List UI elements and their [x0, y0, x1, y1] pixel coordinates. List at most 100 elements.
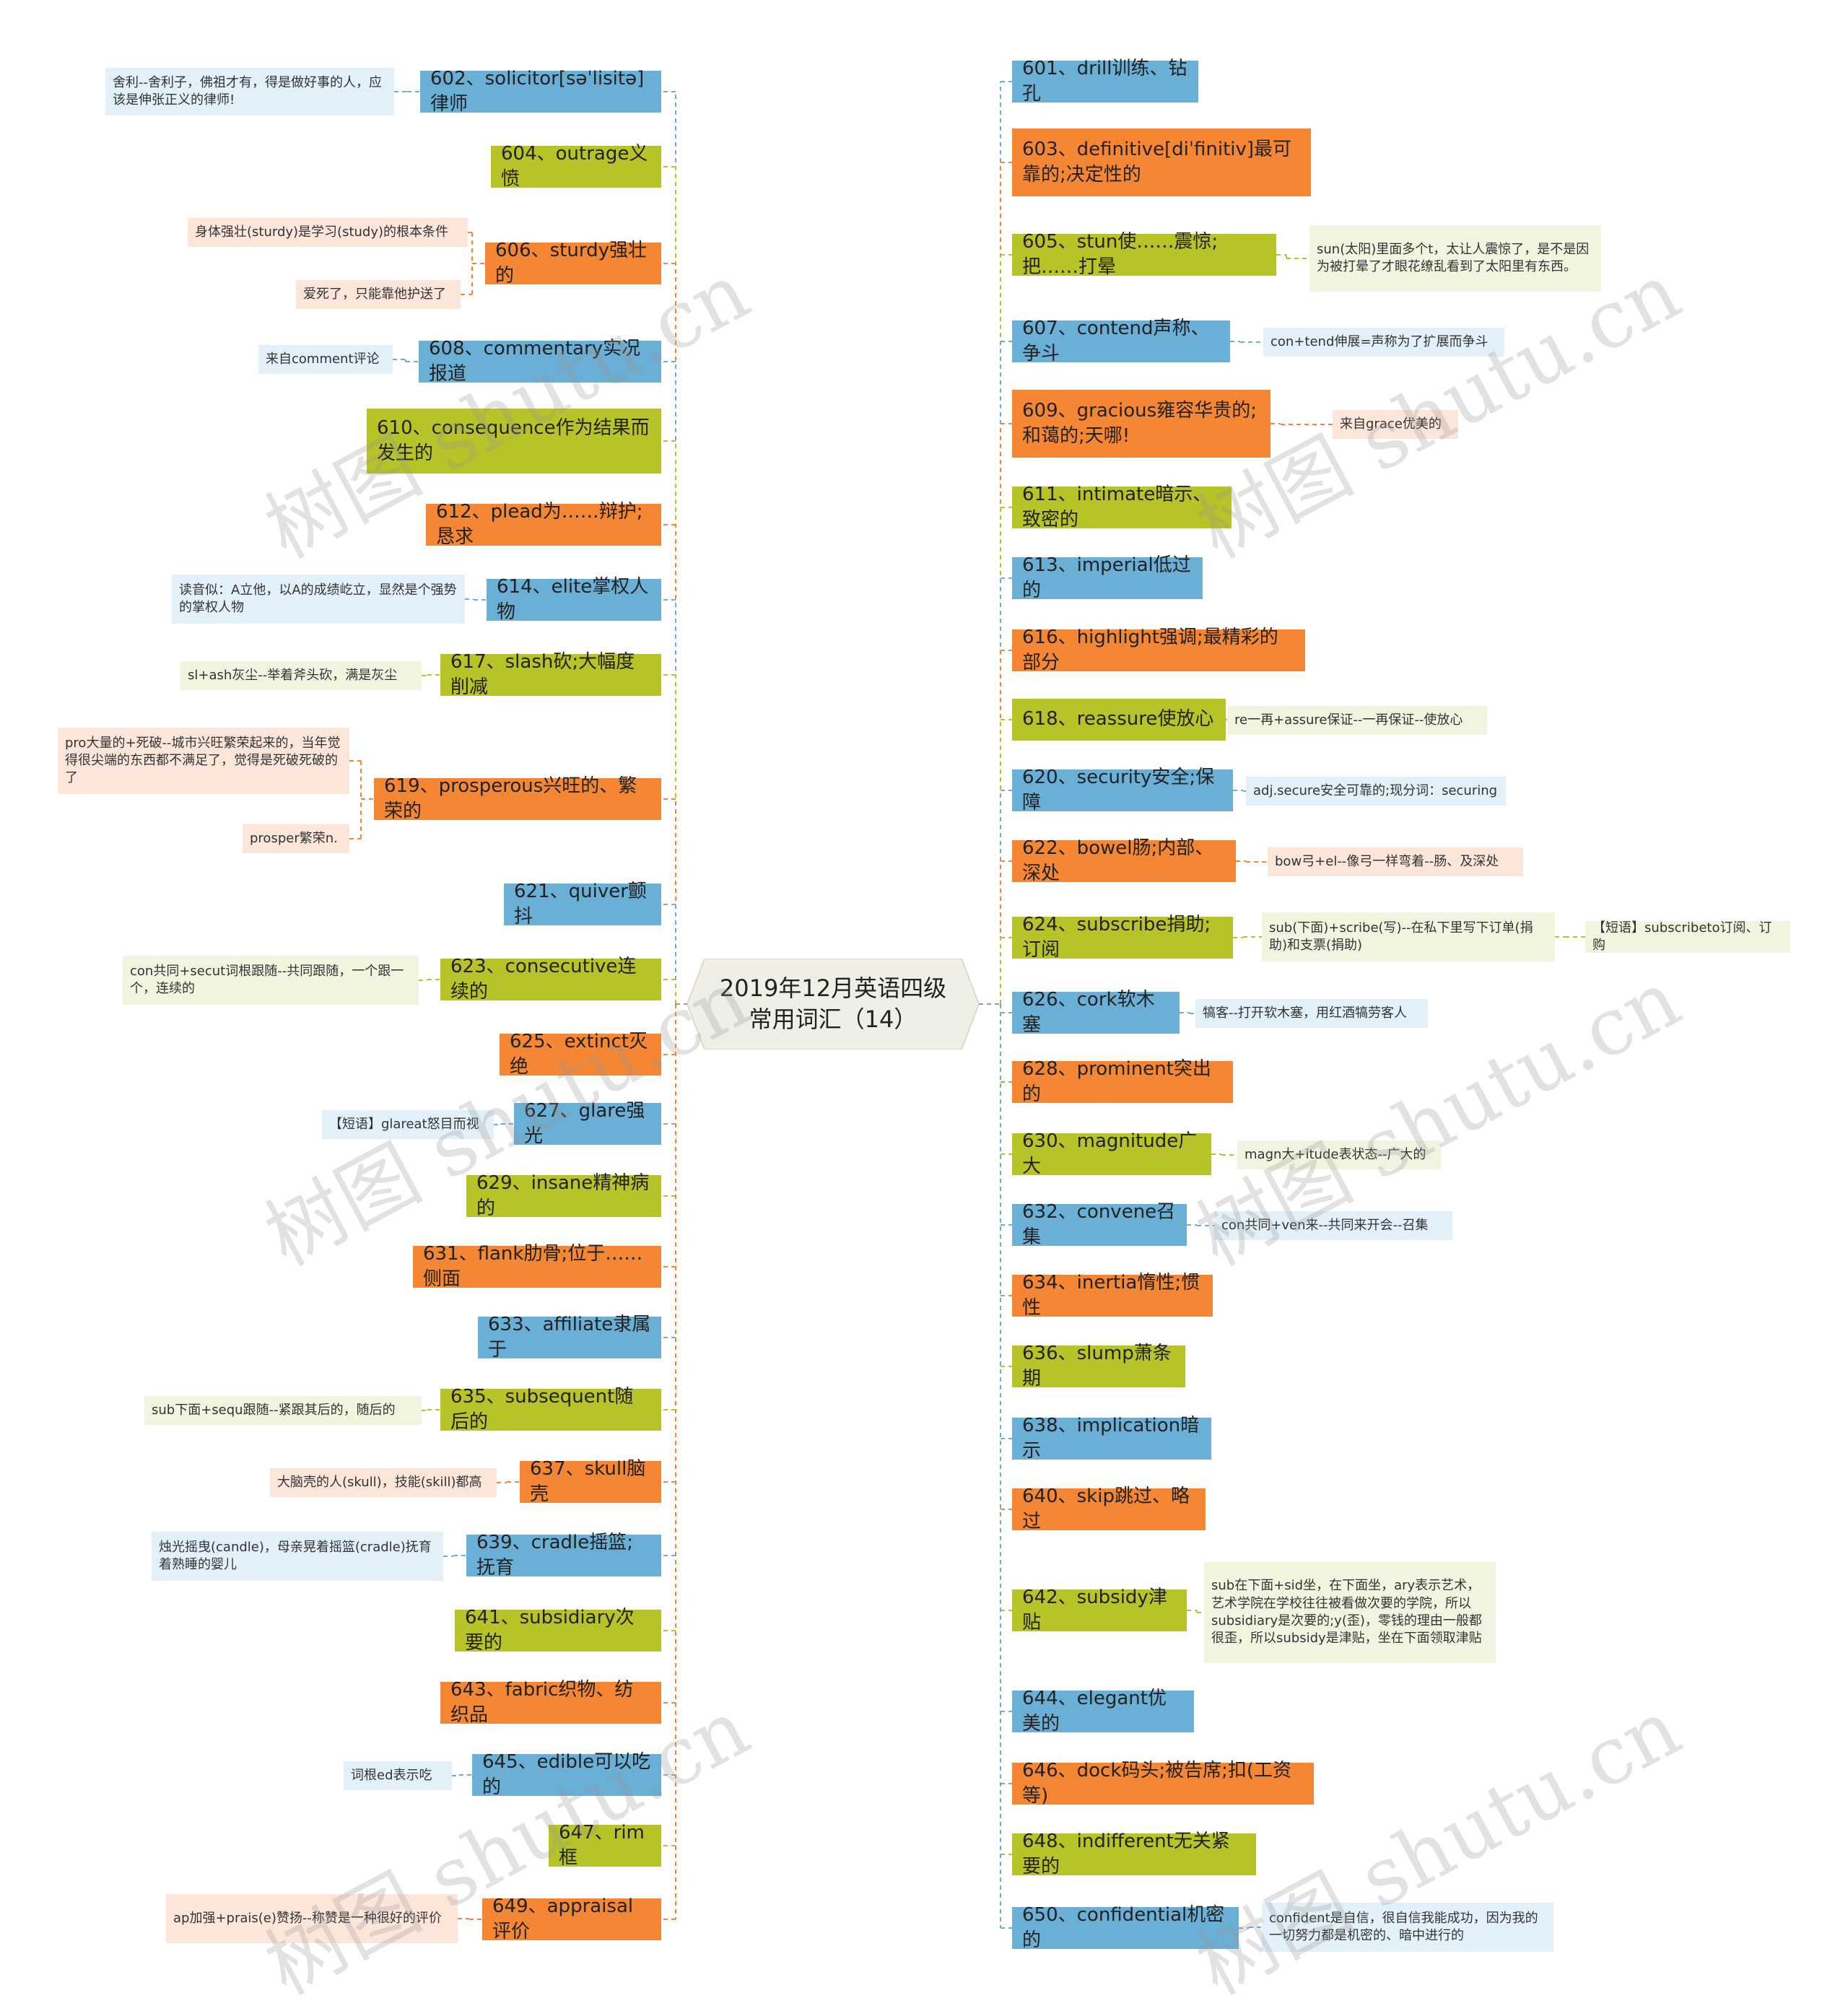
topic-624[interactable]: 624、subscribe捐助;订阅: [1012, 914, 1233, 961]
topic-617[interactable]: 617、slash砍;大幅度削减: [440, 651, 661, 698]
note-606: 身体强壮(sturdy)是学习(study)的根本条件: [188, 218, 468, 247]
topic-621[interactable]: 621、quiver颤抖: [504, 881, 661, 928]
note-637: 大脑壳的人(skull)，技能(skill)都高: [270, 1468, 497, 1497]
note-620: adj.secure安全可靠的;现分词：securing: [1246, 777, 1506, 806]
topic-626[interactable]: 626、cork软木塞: [1012, 989, 1180, 1036]
topic-611[interactable]: 611、intimate暗示、致密的: [1012, 484, 1232, 531]
note-618-text: re一再+assure保证--一再保证--使放心: [1234, 712, 1463, 728]
topic-637-text: 637、skull脑壳: [530, 1457, 646, 1505]
topic-612-text: 612、plead为……辩护;恳求: [436, 500, 643, 548]
topic-610[interactable]: 610、consequence作为结果而发生的: [367, 409, 661, 474]
topic-604[interactable]: 604、outrage义愤: [491, 143, 661, 190]
note-605-text: sun(太阳)里面多个t，太让人震惊了，是不是因为被打晕了才眼花缭乱看到了太阳里…: [1317, 241, 1590, 274]
topic-613-text: 613、imperial低过的: [1022, 554, 1191, 601]
topic-625[interactable]: 625、extinct灭绝: [500, 1031, 661, 1078]
topic-649[interactable]: 649、appraisal评价: [482, 1896, 661, 1942]
note-620-text: adj.secure安全可靠的;现分词：securing: [1253, 782, 1498, 798]
note-627-text: 【短语】glareat怒目而视: [329, 1116, 479, 1132]
topic-608[interactable]: 608、commentary实况报道: [419, 338, 661, 385]
topic-640[interactable]: 640、skip跳过、略过: [1012, 1486, 1206, 1532]
topic-634[interactable]: 634、inertia惰性;惯性: [1012, 1272, 1213, 1319]
topic-640-text: 640、skip跳过、略过: [1022, 1485, 1190, 1532]
topic-618-text: 618、reassure使放心: [1022, 708, 1214, 730]
topic-633-text: 633、affiliate隶属于: [488, 1313, 651, 1361]
topic-614[interactable]: 614、elite掌权人物: [487, 576, 661, 623]
topic-631-text: 631、flank肋骨;位于……侧面: [423, 1242, 643, 1290]
topic-633[interactable]: 633、affiliate隶属于: [478, 1314, 661, 1361]
topic-622[interactable]: 622、bowel肠;内部、深处: [1012, 837, 1236, 884]
topic-623[interactable]: 623、consecutive连续的: [440, 956, 661, 1003]
topic-627[interactable]: 627、glare强光: [514, 1100, 661, 1147]
topic-622-text: 622、bowel肠;内部、深处: [1022, 837, 1214, 884]
topic-601-text: 601、drill训练、钻孔: [1022, 57, 1187, 105]
note-645: 词根ed表示吃: [344, 1761, 452, 1790]
topic-639[interactable]: 639、cradle摇篮;抚育: [466, 1532, 661, 1579]
topic-628[interactable]: 628、prominent突出的: [1012, 1058, 1233, 1105]
topic-650[interactable]: 650、confidential机密的: [1012, 1904, 1239, 1951]
topic-614-text: 614、elite掌权人物: [497, 575, 649, 623]
topic-637[interactable]: 637、skull脑壳: [520, 1458, 661, 1505]
topic-620[interactable]: 620、security安全;保障: [1012, 767, 1233, 813]
note-609-text: 来自grace优美的: [1340, 416, 1442, 432]
topic-643-text: 643、fabric织物、纺织品: [450, 1678, 634, 1726]
topic-632-text: 632、convene召集: [1022, 1200, 1176, 1248]
topic-632[interactable]: 632、convene召集: [1012, 1201, 1187, 1248]
note-617-text: sl+ash灰尘--举着斧头砍，满是灰尘: [188, 667, 398, 683]
topic-648[interactable]: 648、indifferent无关紧要的: [1012, 1831, 1256, 1877]
topic-606-text: 606、sturdy强壮的: [495, 239, 647, 287]
topic-607[interactable]: 607、contend声称、争斗: [1012, 318, 1230, 365]
topic-617-text: 617、slash砍;大幅度削减: [450, 650, 635, 698]
topic-647[interactable]: 647、rim框: [549, 1822, 661, 1869]
topic-612[interactable]: 612、plead为……辩护;恳求: [426, 501, 661, 548]
topic-631[interactable]: 631、flank肋骨;位于……侧面: [413, 1243, 661, 1290]
note-632: con共同+ven来--共同来开会--召集: [1214, 1211, 1452, 1240]
topic-638[interactable]: 638、implication暗示: [1012, 1415, 1211, 1462]
topic-648-text: 648、indifferent无关紧要的: [1022, 1830, 1230, 1877]
note-627: 【短语】glareat怒目而视: [322, 1110, 494, 1139]
note-618: re一再+assure保证--一再保证--使放心: [1227, 706, 1487, 735]
note-607: con+tend伸展=声称为了扩展而争斗: [1263, 328, 1504, 357]
topic-644[interactable]: 644、elegant优美的: [1012, 1688, 1194, 1735]
topic-606[interactable]: 606、sturdy强壮的: [485, 240, 661, 287]
note-626-text: 犒客--打开软木塞，用红酒犒劳客人: [1203, 1005, 1407, 1021]
note-635-text: sub下面+sequ跟随--紧跟其后的，随后的: [152, 1402, 396, 1418]
topic-613[interactable]: 613、imperial低过的: [1012, 554, 1203, 601]
topic-603-text: 603、definitive[diˈfinitiv]最可靠的;决定性的: [1022, 138, 1292, 186]
topic-630[interactable]: 630、magnitude广大: [1012, 1130, 1211, 1177]
topic-645[interactable]: 645、edible可以吃的: [472, 1751, 661, 1798]
topic-619[interactable]: 619、prosperous兴旺的、繁荣的: [374, 775, 661, 822]
note-623: con共同+secut词根跟随--共同跟随，一个跟一个，连续的: [123, 956, 419, 1005]
topic-635[interactable]: 635、subsequent随后的: [440, 1386, 661, 1433]
note-614: 读音似：A立他，以A的成绩屹立，显然是个强势的掌权人物: [172, 575, 465, 624]
topic-644-text: 644、elegant优美的: [1022, 1687, 1167, 1735]
topic-643[interactable]: 643、fabric织物、纺织品: [440, 1679, 661, 1726]
note-639-text: 烛光摇曳(candle)，母亲晃着摇篮(cradle)抚育着熟睡的婴儿: [159, 1539, 432, 1572]
note-624: 【短语】subscribeto订阅、订购: [1585, 920, 1790, 953]
central-topic[interactable]: 2019年12月英语四级常用词汇（14）: [687, 959, 979, 1050]
topic-605-text: 605、stun使……震惊;把……打晕: [1022, 230, 1219, 278]
topic-636[interactable]: 636、slump萧条期: [1012, 1343, 1185, 1390]
note-622-text: bow弓+el--像弓一样弯着--肠、及深处: [1275, 853, 1499, 869]
note-624-text: sub(下面)+scribe(写)--在私下里写下订单(捐助)和支票(捐助): [1269, 920, 1533, 953]
topic-618[interactable]: 618、reassure使放心: [1012, 699, 1226, 741]
topic-646[interactable]: 646、dock码头;被告席;扣(工资等): [1012, 1760, 1314, 1807]
topic-636-text: 636、slump萧条期: [1022, 1342, 1172, 1390]
topic-629[interactable]: 629、insane精神病的: [466, 1172, 661, 1219]
topic-609[interactable]: 609、gracious雍容华贵的;和蔼的;天哪!: [1012, 390, 1270, 458]
topic-642[interactable]: 642、subsidy津贴: [1012, 1587, 1187, 1633]
topic-602[interactable]: 602、solicitor[səˈlisitə]律师: [420, 68, 661, 115]
topic-603[interactable]: 603、definitive[diˈfinitiv]最可靠的;决定性的: [1012, 128, 1311, 196]
note-614-text: 读音似：A立他，以A的成绩屹立，显然是个强势的掌权人物: [179, 582, 457, 615]
topic-641-text: 641、subsidiary次要的: [465, 1606, 635, 1654]
topic-605[interactable]: 605、stun使……震惊;把……打晕: [1012, 231, 1276, 278]
topic-601[interactable]: 601、drill训练、钻孔: [1012, 58, 1198, 105]
topic-642-text: 642、subsidy津贴: [1022, 1586, 1167, 1633]
note-624: sub(下面)+scribe(写)--在私下里写下订单(捐助)和支票(捐助): [1262, 912, 1555, 961]
note-632-text: con共同+ven来--共同来开会--召集: [1221, 1217, 1429, 1233]
topic-610-text: 610、consequence作为结果而发生的: [377, 416, 650, 464]
topic-639-text: 639、cradle摇篮;抚育: [476, 1531, 634, 1579]
topic-641[interactable]: 641、subsidiary次要的: [455, 1607, 661, 1654]
topic-616[interactable]: 616、highlight强调;最精彩的部分: [1012, 627, 1305, 673]
